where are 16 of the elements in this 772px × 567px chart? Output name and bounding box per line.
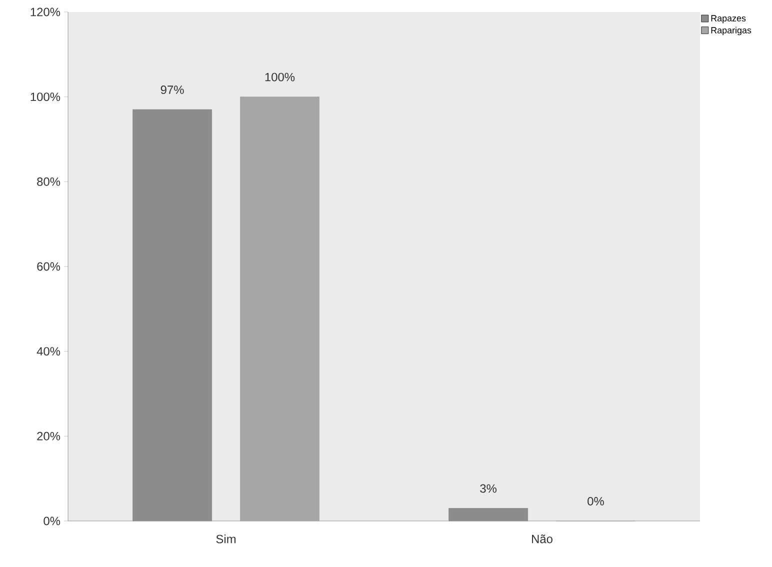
x-tick-label: Sim [216,534,236,544]
y-tick-label: 120% [30,8,60,16]
data-label: 0% [588,497,604,506]
data-label: 3% [480,484,496,493]
y-tick-label: 100% [30,92,60,102]
y-tick-label: 40% [36,347,60,356]
y-tick-label: 80% [37,177,60,186]
y-tick-label: 20% [37,432,60,440]
data-label: 97% [160,86,184,94]
bar [240,96,320,522]
legend-label: Rapazes [711,15,746,24]
x-tick-label: Não [532,534,552,544]
data-label: 100% [265,72,295,82]
y-tick-label: 60% [37,262,60,271]
y-tick-label: 0% [44,516,60,526]
legend-label: Raparigas [711,26,752,36]
